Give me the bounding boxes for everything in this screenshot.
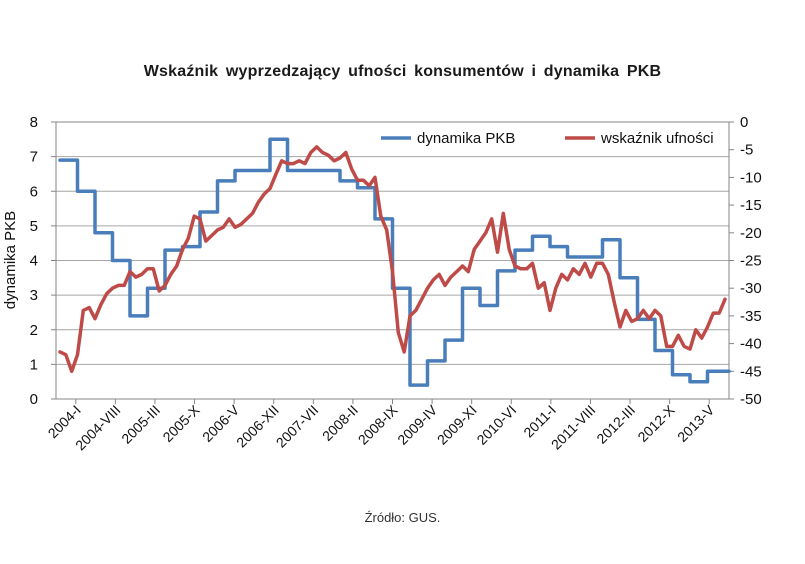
left-axis-ticks: 0 1 2 3 4 5 6 7 8 xyxy=(30,114,56,408)
legend-label-confidence: wskaźnik ufności xyxy=(600,130,714,147)
left-tick-label: 5 xyxy=(30,218,38,235)
right-tick-label: -25 xyxy=(740,253,762,270)
x-tick-label: 2009-IV xyxy=(394,401,440,447)
left-tick-label: 0 xyxy=(30,391,38,408)
legend-label-pkb: dynamika PKB xyxy=(417,130,515,147)
chart-title: Wskaźnik wyprzedzający ufności konsument… xyxy=(143,63,662,80)
left-tick-label: 6 xyxy=(30,183,38,200)
left-tick-label: 1 xyxy=(30,356,38,373)
right-tick-label: -15 xyxy=(740,197,762,214)
right-tick-label: -5 xyxy=(740,142,753,159)
left-tick-label: 2 xyxy=(30,322,38,339)
x-tick-label: 2005-III xyxy=(118,402,163,447)
x-tick-label: 2012-X xyxy=(634,401,678,445)
right-tick-label: -45 xyxy=(740,363,762,380)
series-layer xyxy=(58,137,731,387)
x-tick-label: 2012-III xyxy=(593,402,638,447)
x-tick-label: 2010-VI xyxy=(473,402,519,448)
right-tick-label: -50 xyxy=(740,391,762,408)
left-tick-label: 8 xyxy=(30,114,38,131)
x-tick-label: 2011-VIII xyxy=(548,402,599,453)
series-line-confidence xyxy=(58,145,727,374)
x-tick-label: 2006-XII xyxy=(233,402,282,451)
right-axis-ticks: 0 -5 -10 -15 -20 -25 -30 -35 -40 -45 -50 xyxy=(729,114,762,408)
left-tick-label: 4 xyxy=(30,253,38,270)
x-tick-label: 2005-X xyxy=(159,401,203,445)
right-tick-label: -35 xyxy=(740,308,762,325)
source-note: Źródło: GUS. xyxy=(364,510,441,525)
x-tick-label: 2009-XI xyxy=(434,402,480,448)
right-tick-label: -30 xyxy=(740,280,762,297)
left-tick-label: 3 xyxy=(30,287,38,304)
left-tick-label: 7 xyxy=(30,149,38,166)
x-tick-label: 2007-VII xyxy=(273,402,322,451)
x-axis-ticks: 2004-I2004-VIII2005-III2005-X2006-V2006-… xyxy=(45,399,718,453)
series-line-pkb xyxy=(58,137,731,387)
legend: dynamika PKB wskaźnik ufności xyxy=(381,130,714,147)
right-tick-label: -20 xyxy=(740,225,762,242)
right-tick-label: -40 xyxy=(740,336,762,353)
y-axis-title: dynamika PKB xyxy=(2,211,19,309)
x-tick-label: 2013-V xyxy=(674,401,718,445)
right-tick-label: 0 xyxy=(740,114,748,131)
x-tick-label: 2008-IX xyxy=(355,401,401,447)
right-tick-label: -10 xyxy=(740,169,762,186)
